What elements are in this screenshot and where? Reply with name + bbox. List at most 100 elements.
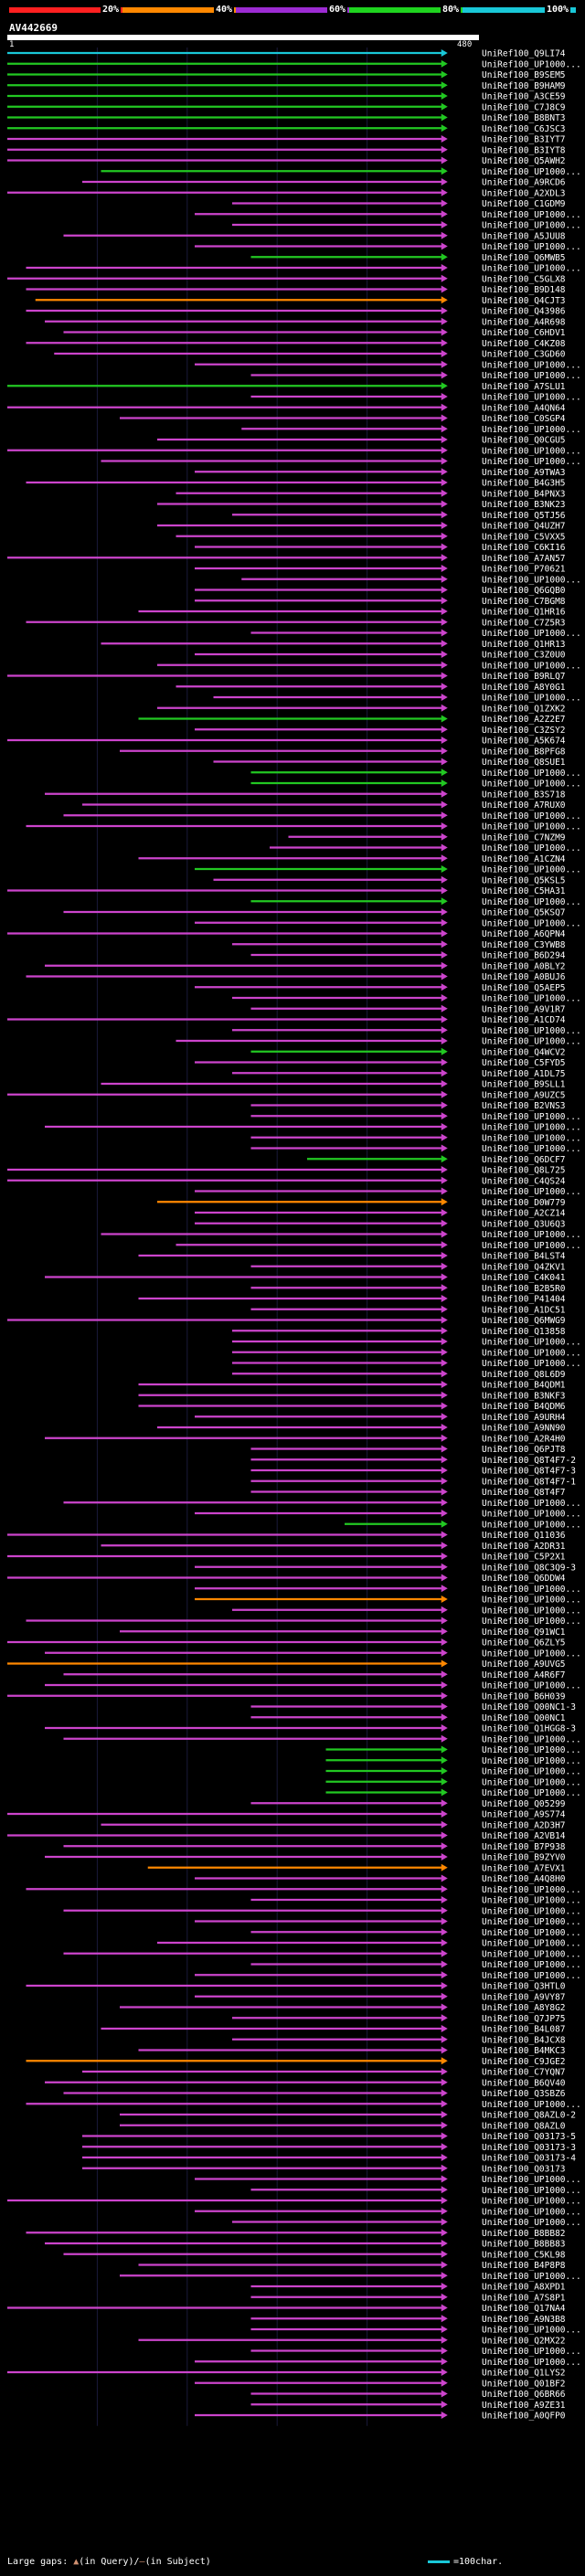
hit-label[interactable]: UniRef100_A9VY87 [482, 1992, 566, 2002]
hit-label[interactable]: UniRef100_UP1000... [482, 1241, 581, 1251]
hit-label[interactable]: UniRef100_C6HDV1 [482, 328, 566, 338]
hit-label[interactable]: UniRef100_Q03173 [482, 2164, 566, 2174]
hit-row[interactable]: UniRef100_Q4WCV2 [250, 1047, 566, 1057]
hit-row[interactable]: UniRef100_A8XPD1 [250, 2283, 566, 2293]
hit-row[interactable]: UniRef100_A2VB14 [7, 1831, 566, 1841]
hit-row[interactable]: UniRef100_UP1000... [195, 242, 581, 252]
hit-label[interactable]: UniRef100_UP1000... [482, 371, 581, 381]
hit-row[interactable]: UniRef100_B4P8P8 [138, 2261, 566, 2271]
hit-row[interactable]: UniRef100_Q11036 [7, 1531, 566, 1541]
hit-row[interactable]: UniRef100_A9S774 [7, 1810, 566, 1820]
hit-row[interactable]: UniRef100_UP1000... [195, 1510, 581, 1520]
hit-row[interactable]: UniRef100_UP1000... [195, 360, 581, 370]
hit-label[interactable]: UniRef100_C3YWB8 [482, 940, 566, 950]
hit-label[interactable]: UniRef100_UP1000... [482, 2186, 581, 2196]
hit-label[interactable]: UniRef100_UP1000... [482, 2207, 581, 2217]
hit-label[interactable]: UniRef100_B6QV40 [482, 2078, 566, 2088]
hit-row[interactable]: UniRef100_A9UZC5 [7, 1090, 566, 1100]
hit-row[interactable]: UniRef100_Q8AZL0 [120, 2121, 566, 2131]
hit-label[interactable]: UniRef100_UP1000... [482, 1026, 581, 1036]
hit-label[interactable]: UniRef100_B9RLQ7 [482, 672, 566, 682]
hit-label[interactable]: UniRef100_A5JUU8 [482, 231, 566, 241]
hit-row[interactable]: UniRef100_B8PFG8 [120, 747, 566, 757]
hit-label[interactable]: UniRef100_UP1000... [482, 2272, 581, 2282]
hit-label[interactable]: UniRef100_UP1000... [482, 2347, 581, 2357]
hit-label[interactable]: UniRef100_Q6GQB0 [482, 586, 566, 596]
hit-row[interactable]: UniRef100_UP1000... [250, 779, 581, 790]
hit-row[interactable]: UniRef100_A0BUJ6 [26, 972, 566, 982]
hit-label[interactable]: UniRef100_B2VNS3 [482, 1101, 566, 1111]
hit-row[interactable]: UniRef100_A5JUU8 [63, 231, 566, 241]
hit-row[interactable]: UniRef100_UP1000... [26, 1617, 581, 1627]
hit-label[interactable]: UniRef100_C7J8C9 [482, 102, 566, 112]
hit-row[interactable]: UniRef100_UP1000... [45, 1123, 581, 1133]
hit-row[interactable]: UniRef100_A9TWA3 [195, 468, 566, 478]
hit-label[interactable]: UniRef100_UP1000... [482, 393, 581, 403]
hit-label[interactable]: UniRef100_Q5AWH2 [482, 156, 566, 166]
hit-label[interactable]: UniRef100_Q8T4F7-3 [482, 1467, 576, 1477]
hit-row[interactable]: UniRef100_A6QPN4 [7, 929, 566, 939]
hit-row[interactable]: UniRef100_Q13858 [232, 1327, 566, 1337]
hit-row[interactable]: UniRef100_B3S718 [45, 790, 566, 800]
hit-row[interactable]: UniRef100_C7J8C9 [7, 102, 566, 112]
hit-row[interactable]: UniRef100_B4QDM1 [138, 1381, 566, 1391]
hit-label[interactable]: UniRef100_Q03173-3 [482, 2143, 576, 2153]
hit-row[interactable]: UniRef100_UP1000... [232, 1606, 581, 1616]
hit-label[interactable]: UniRef100_B9SLL1 [482, 1080, 566, 1090]
hit-row[interactable]: UniRef100_B4LST4 [138, 1252, 566, 1262]
hit-label[interactable]: UniRef100_C5FYD5 [482, 1058, 566, 1068]
hit-row[interactable]: UniRef100_B9SEM5 [7, 70, 566, 80]
hit-row[interactable]: UniRef100_Q5KSL5 [213, 875, 566, 885]
hit-row[interactable]: UniRef100_UP1000... [250, 1112, 581, 1122]
hit-row[interactable]: UniRef100_Q6BR66 [250, 2390, 566, 2400]
hit-row[interactable]: UniRef100_C3YWB8 [232, 940, 566, 950]
hit-row[interactable]: UniRef100_Q6MWG9 [7, 1316, 566, 1326]
hit-row[interactable]: UniRef100_C7Z5R3 [26, 618, 566, 628]
hit-label[interactable]: UniRef100_A8XPD1 [482, 2283, 566, 2293]
hit-row[interactable]: UniRef100_UP1000... [250, 393, 581, 403]
hit-row[interactable]: UniRef100_Q8T4F7 [250, 1488, 566, 1498]
hit-label[interactable]: UniRef100_A2CZ14 [482, 1209, 566, 1219]
hit-row[interactable]: UniRef100_A0QFP0 [195, 2412, 566, 2422]
hit-label[interactable]: UniRef100_UP1000... [482, 1906, 581, 1916]
hit-row[interactable]: UniRef100_UP1000... [195, 2358, 581, 2368]
hit-row[interactable]: UniRef100_C5FYD5 [195, 1058, 566, 1068]
hit-row[interactable]: UniRef100_C4K041 [45, 1273, 566, 1283]
hit-row[interactable]: UniRef100_B2B5R0 [250, 1284, 566, 1294]
hit-label[interactable]: UniRef100_Q13858 [482, 1327, 566, 1337]
hit-label[interactable]: UniRef100_UP1000... [482, 694, 581, 704]
hit-row[interactable]: UniRef100_Q4UZH7 [157, 522, 566, 532]
hit-label[interactable]: UniRef100_Q5AEP5 [482, 983, 566, 993]
hit-row[interactable]: UniRef100_Q1HR13 [101, 640, 566, 650]
hit-label[interactable]: UniRef100_Q3U6Q3 [482, 1219, 566, 1229]
hit-label[interactable]: UniRef100_Q3SBZ6 [482, 2089, 566, 2099]
hit-label[interactable]: UniRef100_UP1000... [482, 629, 581, 639]
hit-label[interactable]: UniRef100_A1DC51 [482, 1305, 566, 1315]
hit-label[interactable]: UniRef100_UP1000... [482, 446, 581, 456]
hit-row[interactable]: UniRef100_B8BB82 [26, 2229, 566, 2239]
hit-row[interactable]: UniRef100_A9ZE31 [250, 2401, 566, 2411]
hit-label[interactable]: UniRef100_UP1000... [482, 811, 581, 822]
hit-row[interactable]: UniRef100_A9VY87 [195, 1992, 566, 2002]
hit-label[interactable]: UniRef100_UP1000... [482, 1187, 581, 1197]
hit-row[interactable]: UniRef100_A3CE59 [7, 92, 566, 102]
hit-label[interactable]: UniRef100_UP1000... [482, 1112, 581, 1122]
hit-row[interactable]: UniRef100_Q6GQB0 [195, 586, 566, 596]
hit-row[interactable]: UniRef100_UP1000... [241, 425, 581, 435]
hit-row[interactable]: UniRef100_B6QV40 [45, 2078, 566, 2088]
hit-row[interactable]: UniRef100_Q6DCF7 [307, 1155, 566, 1165]
hit-label[interactable]: UniRef100_UP1000... [482, 1939, 581, 1949]
hit-label[interactable]: UniRef100_Q4CJT3 [482, 296, 566, 306]
hit-row[interactable]: UniRef100_UP1000... [26, 2100, 581, 2110]
hit-row[interactable]: UniRef100_C3GD60 [54, 350, 566, 360]
hit-row[interactable]: UniRef100_UP1000... [176, 1241, 581, 1251]
hit-label[interactable]: UniRef100_Q03173-4 [482, 2154, 576, 2164]
hit-label[interactable]: UniRef100_Q2MX22 [482, 2336, 566, 2346]
hit-row[interactable]: UniRef100_Q8L725 [7, 1166, 566, 1176]
hit-label[interactable]: UniRef100_Q17NA4 [482, 2304, 566, 2314]
hit-row[interactable]: UniRef100_UP1000... [195, 1971, 581, 1981]
hit-label[interactable]: UniRef100_Q8AZL0 [482, 2121, 566, 2131]
hit-label[interactable]: UniRef100_Q11036 [482, 1531, 566, 1541]
hit-row[interactable]: UniRef100_Q1ZXK2 [157, 704, 566, 714]
hit-row[interactable]: UniRef100_UP1000... [7, 446, 581, 456]
